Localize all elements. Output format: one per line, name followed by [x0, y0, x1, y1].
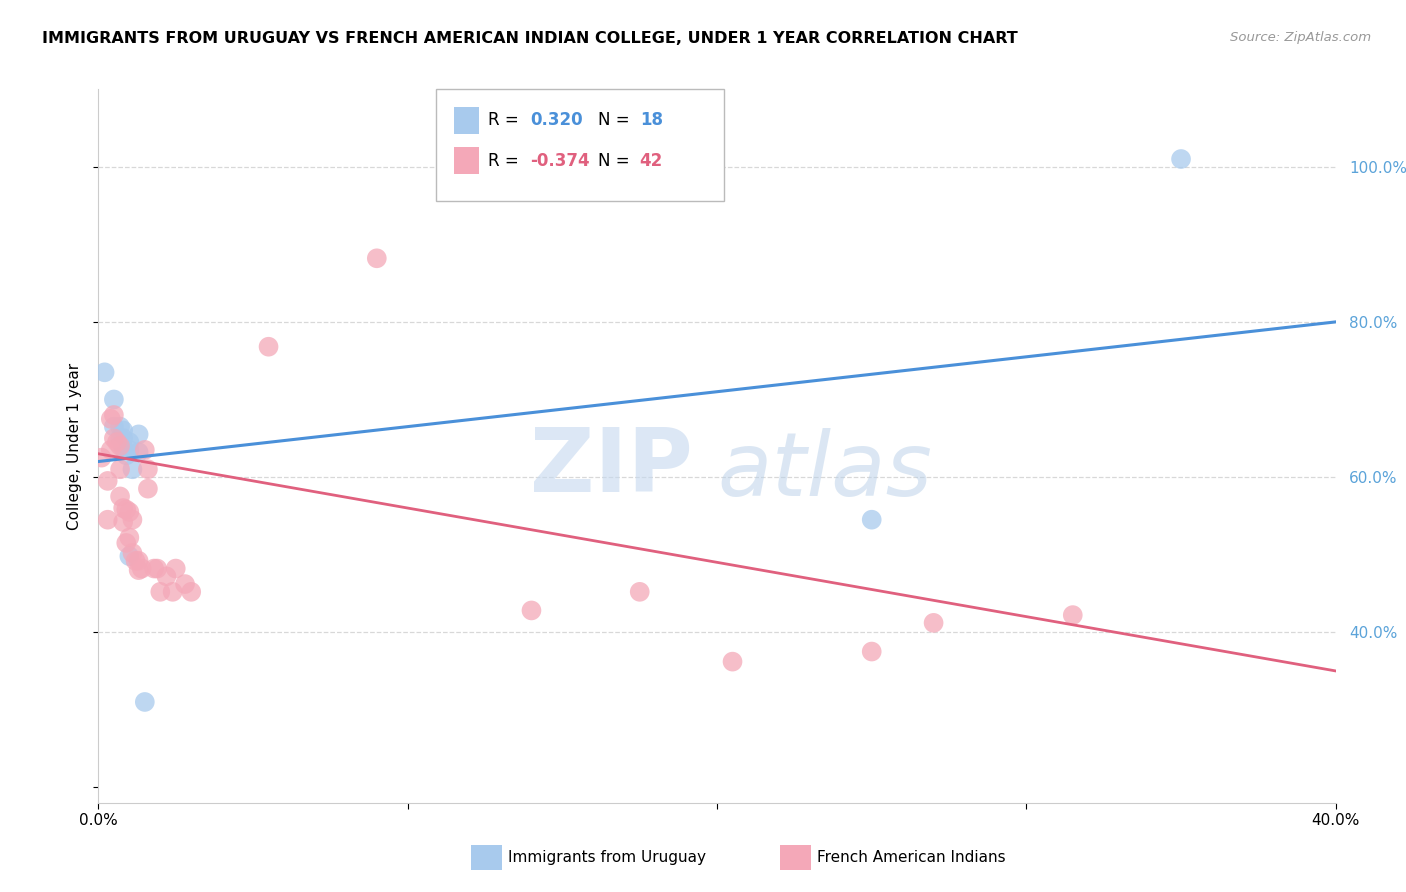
Point — [112, 501, 135, 516]
Point — [1062, 608, 1084, 623]
Point — [103, 408, 125, 422]
Point — [165, 561, 187, 575]
Point — [118, 549, 141, 563]
Text: Immigrants from Uruguay: Immigrants from Uruguay — [508, 850, 706, 864]
Point — [1170, 152, 1192, 166]
Point — [108, 439, 131, 453]
Point — [112, 424, 135, 438]
Point — [146, 561, 169, 575]
Text: -0.374: -0.374 — [530, 152, 589, 169]
Text: R =: R = — [488, 152, 524, 169]
Point — [124, 554, 146, 568]
Point — [136, 462, 159, 476]
Text: IMMIGRANTS FROM URUGUAY VS FRENCH AMERICAN INDIAN COLLEGE, UNDER 1 YEAR CORRELAT: IMMIGRANTS FROM URUGUAY VS FRENCH AMERIC… — [42, 31, 1018, 46]
Point — [118, 531, 141, 545]
Point — [115, 536, 138, 550]
Point — [162, 584, 184, 599]
Point — [366, 252, 388, 266]
Point — [100, 442, 122, 457]
Point — [134, 695, 156, 709]
Point — [922, 615, 945, 630]
Text: N =: N = — [598, 112, 634, 129]
Point — [112, 431, 135, 445]
Point — [100, 412, 122, 426]
Point — [90, 450, 112, 465]
Point — [108, 431, 131, 445]
Point — [115, 502, 138, 516]
Point — [105, 435, 128, 450]
Point — [112, 515, 135, 529]
Point — [103, 431, 125, 445]
Point — [97, 513, 120, 527]
Point — [118, 435, 141, 450]
Point — [860, 644, 883, 658]
Text: N =: N = — [598, 152, 634, 169]
Point — [149, 584, 172, 599]
Y-axis label: College, Under 1 year: College, Under 1 year — [67, 362, 83, 530]
Point — [134, 442, 156, 457]
Text: 18: 18 — [640, 112, 662, 129]
Point — [155, 569, 177, 583]
Point — [115, 448, 138, 462]
Point — [112, 441, 135, 455]
Point — [860, 513, 883, 527]
Point — [118, 442, 141, 457]
Point — [257, 340, 280, 354]
Text: 0.320: 0.320 — [530, 112, 582, 129]
Point — [180, 584, 202, 599]
Text: ZIP: ZIP — [530, 424, 692, 511]
Point — [118, 505, 141, 519]
Text: 42: 42 — [640, 152, 664, 169]
Point — [121, 546, 143, 560]
Point — [143, 561, 166, 575]
Point — [128, 427, 150, 442]
Point — [121, 462, 143, 476]
Text: Source: ZipAtlas.com: Source: ZipAtlas.com — [1230, 31, 1371, 45]
Point — [520, 603, 543, 617]
Point — [128, 563, 150, 577]
Point — [108, 462, 131, 476]
Point — [136, 482, 159, 496]
Text: atlas: atlas — [717, 428, 932, 514]
Point — [97, 474, 120, 488]
Point — [174, 577, 197, 591]
Point — [121, 513, 143, 527]
Point — [628, 584, 651, 599]
Point — [108, 490, 131, 504]
Point — [93, 365, 115, 379]
Text: French American Indians: French American Indians — [817, 850, 1005, 864]
Point — [128, 554, 150, 568]
Point — [108, 419, 131, 434]
Point — [721, 655, 744, 669]
Point — [128, 445, 150, 459]
Point — [103, 419, 125, 434]
Point — [103, 392, 125, 407]
Point — [131, 561, 153, 575]
Text: R =: R = — [488, 112, 524, 129]
